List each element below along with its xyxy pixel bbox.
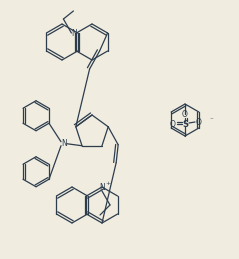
Text: +: + xyxy=(105,181,111,185)
Text: N: N xyxy=(99,183,105,191)
Text: N: N xyxy=(61,139,67,148)
Text: O: O xyxy=(170,119,176,128)
Text: S: S xyxy=(182,119,188,128)
Text: ⁻: ⁻ xyxy=(209,117,213,123)
Text: O: O xyxy=(196,118,202,126)
Text: N: N xyxy=(71,28,77,38)
Text: O: O xyxy=(182,110,188,119)
